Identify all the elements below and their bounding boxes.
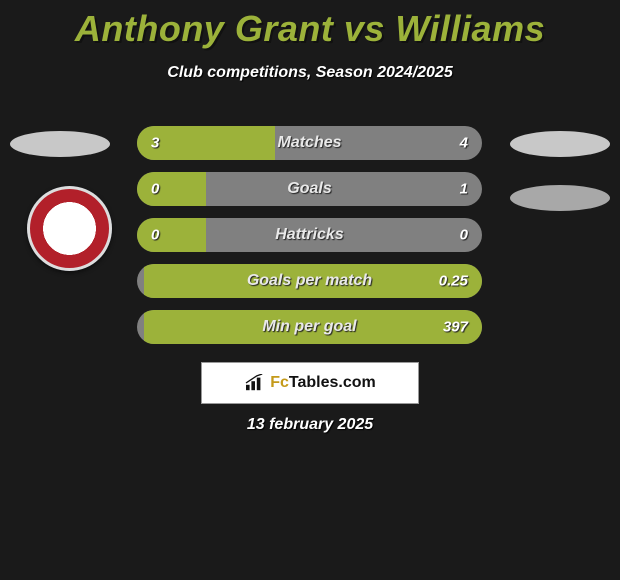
stat-row: Goals01 xyxy=(137,172,482,206)
stats-bars: Matches34 Goals01 Hattricks00 Goals per mat… xyxy=(137,126,482,356)
stat-track xyxy=(137,310,482,344)
brand-suffix: Tables.com xyxy=(289,374,376,391)
stat-track xyxy=(137,126,482,160)
player-right-placeholder-1 xyxy=(510,131,610,157)
date-label: 13 february 2025 xyxy=(0,416,620,434)
stat-right-fill xyxy=(144,310,482,344)
stat-track xyxy=(137,172,482,206)
brand-text: FcTables.com xyxy=(270,374,376,392)
stat-track xyxy=(137,218,482,252)
player-left-placeholder xyxy=(10,131,110,157)
bar-chart-icon xyxy=(244,374,266,392)
stat-row: Matches34 xyxy=(137,126,482,160)
stat-row: Goals per match0.25 xyxy=(137,264,482,298)
page-subtitle: Club competitions, Season 2024/2025 xyxy=(0,64,620,82)
stat-left-fill xyxy=(137,218,206,252)
stat-left-fill xyxy=(137,126,275,160)
stat-row: Min per goal397 xyxy=(137,310,482,344)
stat-row: Hattricks00 xyxy=(137,218,482,252)
player-right-placeholder-2 xyxy=(510,185,610,211)
stat-left-fill xyxy=(137,172,206,206)
brand-prefix: Fc xyxy=(270,374,289,391)
stat-right-fill xyxy=(144,264,482,298)
brand-box[interactable]: FcTables.com xyxy=(201,362,419,404)
page-title: Anthony Grant vs Williams xyxy=(0,8,620,50)
club-badge xyxy=(27,186,112,271)
stat-track xyxy=(137,264,482,298)
